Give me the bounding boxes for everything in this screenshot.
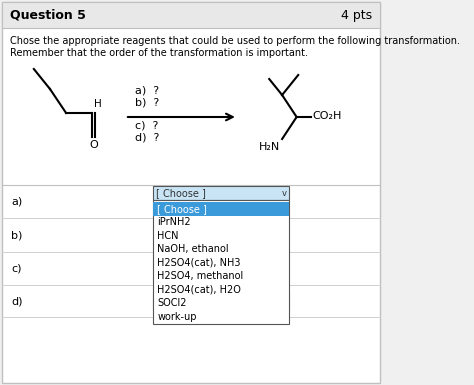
Text: H2SO4(cat), NH3: H2SO4(cat), NH3 <box>157 258 241 268</box>
Bar <box>1 2 381 28</box>
Text: b)  ?: b) ? <box>136 97 160 107</box>
Text: ∨: ∨ <box>281 296 288 306</box>
Text: H2SO4, methanol: H2SO4, methanol <box>157 271 244 281</box>
Text: d)  ?: d) ? <box>136 132 160 142</box>
Text: Chose the appropriate reagents that could be used to perform the following trans: Chose the appropriate reagents that coul… <box>9 36 460 46</box>
Text: c): c) <box>11 263 22 273</box>
Text: CO₂H: CO₂H <box>313 111 342 121</box>
Text: Remember that the order of the transformation is important.: Remember that the order of the transform… <box>9 48 308 58</box>
Text: [ Choose ]: [ Choose ] <box>156 188 206 198</box>
Text: v: v <box>282 189 287 198</box>
Text: iPrNH2: iPrNH2 <box>157 217 191 227</box>
Bar <box>153 293 289 309</box>
Bar <box>153 186 289 200</box>
Text: O: O <box>89 140 98 150</box>
Text: a)  ?: a) ? <box>136 85 160 95</box>
Text: work-up: work-up <box>157 312 197 322</box>
Text: HCN: HCN <box>157 231 179 241</box>
Text: c)  ?: c) ? <box>136 120 159 130</box>
Bar <box>153 202 289 216</box>
Text: NaOH, ethanol: NaOH, ethanol <box>157 244 229 254</box>
Text: a): a) <box>11 196 23 206</box>
Text: [ Choose ]: [ Choose ] <box>157 296 207 306</box>
Text: H2SO4(cat), H2O: H2SO4(cat), H2O <box>157 285 241 295</box>
Text: H₂N: H₂N <box>259 142 281 152</box>
Text: Question 5: Question 5 <box>9 8 85 22</box>
Text: [ Choose ]: [ Choose ] <box>157 204 207 214</box>
Text: b): b) <box>11 230 23 240</box>
Text: SOCl2: SOCl2 <box>157 298 187 308</box>
Text: 4 pts: 4 pts <box>341 8 373 22</box>
Bar <box>153 200 289 323</box>
Text: d): d) <box>11 296 23 306</box>
Text: H: H <box>94 99 102 109</box>
